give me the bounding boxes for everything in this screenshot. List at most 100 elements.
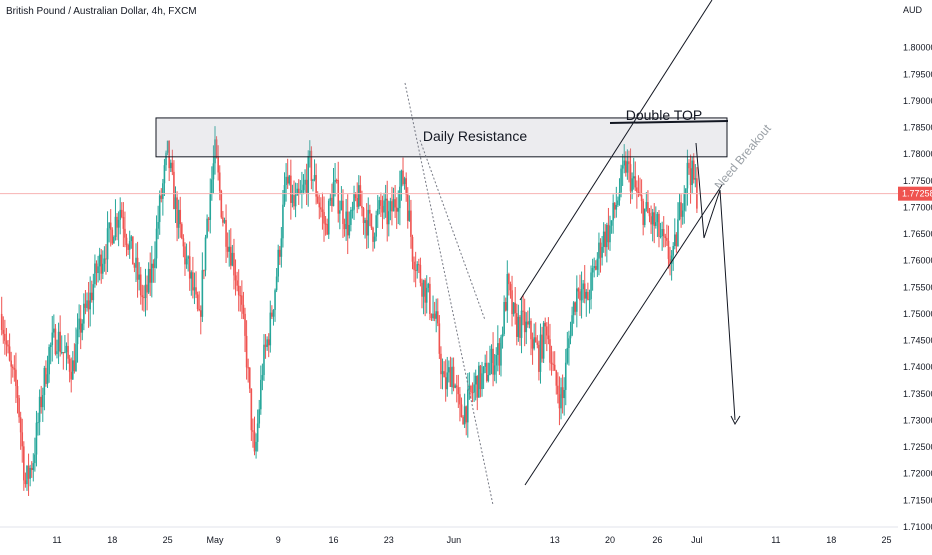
candle[interactable] xyxy=(165,150,167,171)
candle[interactable] xyxy=(60,335,63,355)
candle[interactable] xyxy=(72,351,74,380)
candle[interactable] xyxy=(100,249,103,284)
candle[interactable] xyxy=(245,320,248,380)
candle[interactable] xyxy=(309,140,311,168)
candle[interactable] xyxy=(414,251,417,288)
candle[interactable] xyxy=(503,295,505,337)
candle[interactable] xyxy=(185,243,188,269)
candle[interactable] xyxy=(441,358,444,390)
candle[interactable] xyxy=(32,453,35,482)
candle[interactable] xyxy=(329,193,332,206)
candle[interactable] xyxy=(46,355,49,389)
candle[interactable] xyxy=(410,199,412,249)
candle[interactable] xyxy=(81,319,84,341)
candle[interactable] xyxy=(656,212,659,238)
candle[interactable] xyxy=(515,303,518,346)
candle[interactable] xyxy=(683,185,686,224)
candle[interactable] xyxy=(334,163,336,197)
candle[interactable] xyxy=(549,323,551,371)
candle[interactable] xyxy=(339,200,341,230)
candle[interactable] xyxy=(299,180,302,195)
candle[interactable] xyxy=(269,300,272,353)
candle[interactable] xyxy=(468,372,471,400)
candle[interactable] xyxy=(40,385,42,414)
candle[interactable] xyxy=(138,262,140,291)
candle[interactable] xyxy=(331,183,333,212)
candle[interactable] xyxy=(523,298,526,347)
candle[interactable] xyxy=(512,301,515,317)
candle[interactable] xyxy=(577,287,580,299)
candle[interactable] xyxy=(424,278,426,317)
candle[interactable] xyxy=(139,266,142,305)
candle[interactable] xyxy=(506,260,509,323)
candle[interactable] xyxy=(252,418,254,448)
candle[interactable] xyxy=(685,188,687,212)
candle[interactable] xyxy=(607,207,610,250)
candle[interactable] xyxy=(323,196,325,242)
candle[interactable] xyxy=(482,366,485,389)
candle[interactable] xyxy=(173,160,175,210)
candle[interactable] xyxy=(498,338,501,375)
candle[interactable] xyxy=(271,305,273,320)
candle[interactable] xyxy=(155,215,158,269)
candle[interactable] xyxy=(65,342,68,371)
candle[interactable] xyxy=(181,222,183,240)
candle[interactable] xyxy=(307,150,310,207)
candle[interactable] xyxy=(79,305,82,350)
candle[interactable] xyxy=(239,285,242,312)
candle[interactable] xyxy=(97,255,99,283)
candle[interactable] xyxy=(182,234,185,258)
candle[interactable] xyxy=(78,304,80,338)
candle[interactable] xyxy=(195,271,197,299)
candle[interactable] xyxy=(460,397,463,418)
candle[interactable] xyxy=(528,307,531,329)
candle[interactable] xyxy=(384,184,387,218)
candle[interactable] xyxy=(454,383,456,389)
candle[interactable] xyxy=(626,149,629,180)
candle[interactable] xyxy=(11,364,14,378)
candle[interactable] xyxy=(5,327,8,357)
candle[interactable] xyxy=(542,320,545,364)
candle[interactable] xyxy=(511,275,513,327)
candle[interactable] xyxy=(256,409,259,452)
candle[interactable] xyxy=(463,393,466,428)
candle[interactable] xyxy=(241,280,243,319)
candle[interactable] xyxy=(443,361,445,378)
candle[interactable] xyxy=(162,178,164,216)
candle[interactable] xyxy=(566,331,569,365)
candle[interactable] xyxy=(601,236,603,266)
candle[interactable] xyxy=(433,301,436,322)
candle[interactable] xyxy=(64,334,66,354)
candle[interactable] xyxy=(59,315,61,357)
candle[interactable] xyxy=(530,318,532,356)
candle[interactable] xyxy=(432,295,434,322)
candle[interactable] xyxy=(489,345,491,376)
candle[interactable] xyxy=(318,194,321,220)
candle[interactable] xyxy=(474,369,477,401)
candle[interactable] xyxy=(26,464,28,491)
candle[interactable] xyxy=(157,205,159,240)
candle[interactable] xyxy=(132,236,134,265)
candle[interactable] xyxy=(274,288,276,322)
candle[interactable] xyxy=(168,140,170,182)
candle[interactable] xyxy=(621,153,624,186)
candle[interactable] xyxy=(531,332,534,365)
candle[interactable] xyxy=(332,168,335,207)
candle[interactable] xyxy=(421,278,423,309)
candle[interactable] xyxy=(411,234,414,270)
candle[interactable] xyxy=(572,301,575,324)
candle[interactable] xyxy=(111,227,114,246)
candle[interactable] xyxy=(457,374,460,408)
candle[interactable] xyxy=(629,148,632,204)
candle[interactable] xyxy=(264,333,267,359)
candle[interactable] xyxy=(462,415,464,425)
candle[interactable] xyxy=(226,232,229,258)
candle[interactable] xyxy=(593,257,595,278)
candle[interactable] xyxy=(444,359,447,402)
candle[interactable] xyxy=(13,355,16,382)
candle[interactable] xyxy=(514,286,516,325)
candle[interactable] xyxy=(225,204,227,263)
candle[interactable] xyxy=(163,158,166,196)
candle[interactable] xyxy=(598,232,600,276)
candle[interactable] xyxy=(400,169,403,201)
